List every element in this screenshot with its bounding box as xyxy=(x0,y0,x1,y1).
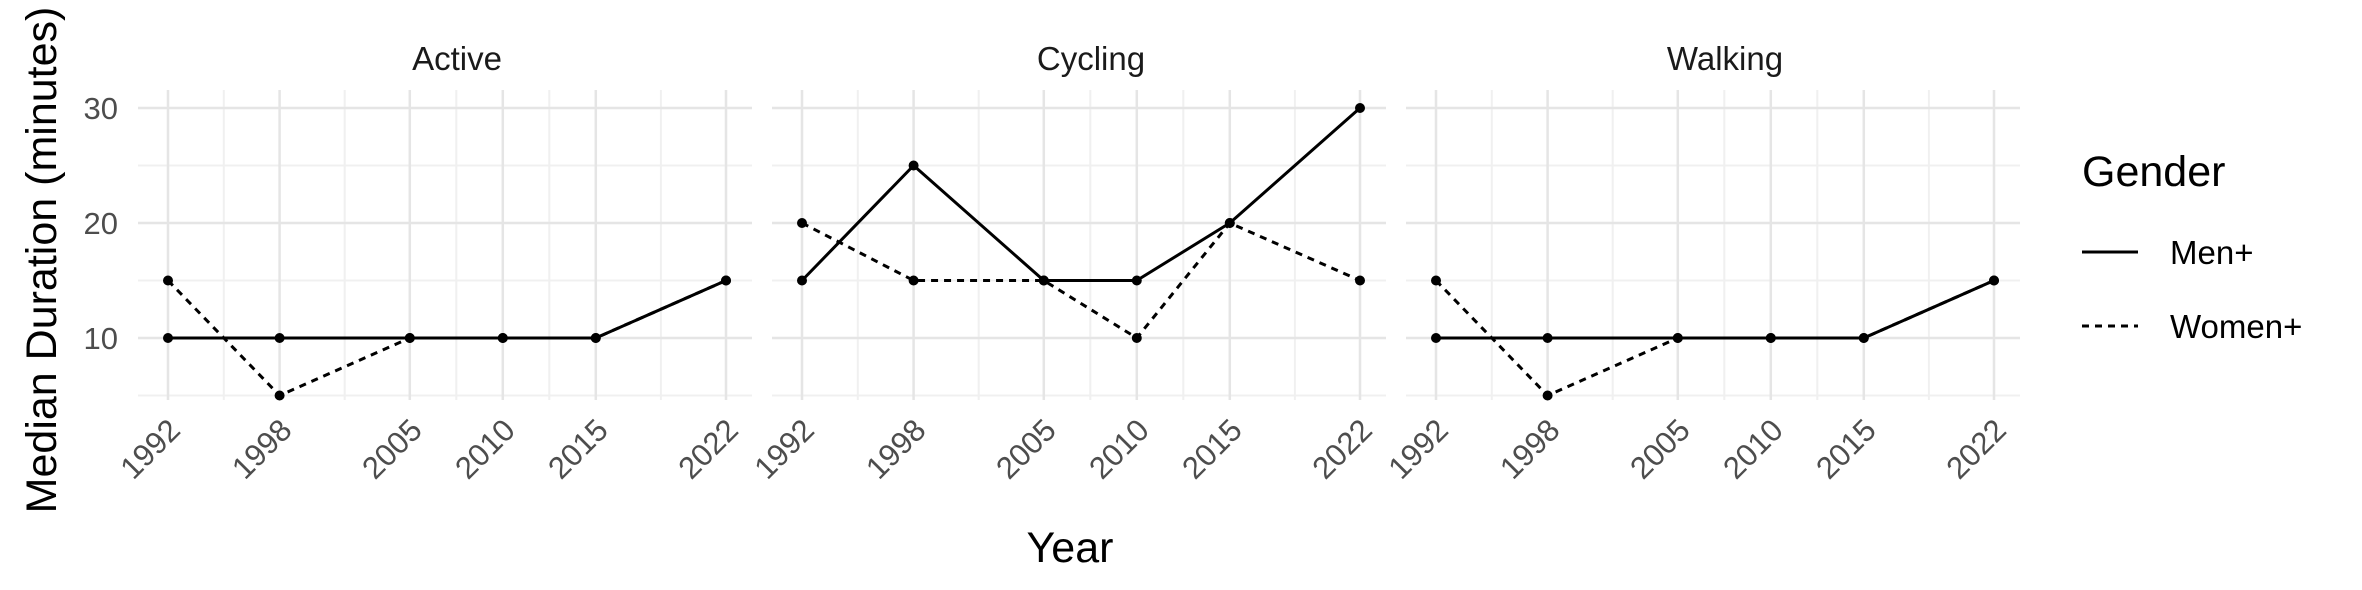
x-tick-label: 1992 xyxy=(747,412,821,486)
x-tick-label: 1998 xyxy=(859,412,933,486)
data-point-women xyxy=(797,218,807,228)
x-tick-label: 2010 xyxy=(448,412,522,486)
data-point-men xyxy=(163,333,173,343)
x-tick-label: 2015 xyxy=(541,412,615,486)
x-tick-label: 2005 xyxy=(1623,412,1697,486)
data-point-women xyxy=(908,275,919,286)
x-tick-label: 2022 xyxy=(671,412,745,486)
data-point-women xyxy=(1431,275,1441,286)
data-point-women xyxy=(1131,333,1142,343)
x-tick-label: 1998 xyxy=(225,412,299,486)
x-tick-label: 1998 xyxy=(1493,412,1567,486)
data-point-men xyxy=(1355,103,1365,113)
data-point-men xyxy=(797,275,807,286)
data-point-men xyxy=(1858,333,1869,343)
data-point-men xyxy=(1672,333,1683,343)
legend-title: Gender xyxy=(2082,148,2225,196)
x-tick-label: 2015 xyxy=(1175,412,1249,486)
panel-walking: Walking 1992 1998 2005 2010 2015 2022 xyxy=(1381,40,2020,486)
y-tick-label: 10 xyxy=(84,321,118,356)
panel-title: Active xyxy=(412,40,502,77)
data-point-men xyxy=(1038,275,1049,286)
data-point-women xyxy=(163,275,173,286)
data-point-men xyxy=(590,333,601,343)
data-point-men xyxy=(1765,333,1776,343)
panel-active: Active 10 20 30 1992 1998 2005 2010 2015 2022 xyxy=(84,40,752,486)
data-point-men xyxy=(1431,333,1441,343)
x-tick-label: 2015 xyxy=(1809,412,1883,486)
x-tick-label: 2010 xyxy=(1082,412,1156,486)
series-line-men xyxy=(800,106,1361,282)
y-tick-label: 20 xyxy=(84,206,118,241)
data-point-men xyxy=(1989,275,1999,286)
panel-title: Walking xyxy=(1667,40,1783,77)
data-point-men xyxy=(721,275,731,286)
x-tick-label: 1992 xyxy=(1381,412,1455,486)
series-line-men xyxy=(168,279,727,340)
y-tick-label: 30 xyxy=(84,91,118,126)
series-line-men xyxy=(1436,279,1995,340)
x-tick-label: 2022 xyxy=(1939,412,2013,486)
panel-title: Cycling xyxy=(1037,40,1145,77)
x-tick-label: 2022 xyxy=(1305,412,1379,486)
data-point-men xyxy=(1131,275,1142,286)
data-point-men xyxy=(1542,333,1553,343)
panel-cycling: Cycling 1992 1998 2005 2010 2015 2022 xyxy=(747,40,1386,486)
x-axis-title: Year xyxy=(1027,524,1114,572)
data-point-women xyxy=(1355,275,1365,286)
legend-label: Women+ xyxy=(2170,308,2302,345)
legend: Gender Men+ Women+ xyxy=(2082,148,2302,345)
data-point-men xyxy=(908,160,919,171)
data-point-men xyxy=(1224,218,1235,228)
x-tick-label: 2005 xyxy=(355,412,429,486)
legend-entries: Men+ Women+ xyxy=(2082,234,2302,345)
y-axis-title: Median Duration (minutes) xyxy=(18,7,66,514)
series-line-women xyxy=(801,221,1361,340)
data-point-men xyxy=(497,333,508,343)
data-point-women xyxy=(1542,390,1553,401)
legend-label: Men+ xyxy=(2170,234,2253,271)
x-tick-label: 1992 xyxy=(113,412,187,486)
x-tick-label: 2005 xyxy=(989,412,1063,486)
data-point-men xyxy=(274,333,285,343)
x-tick-label: 2010 xyxy=(1716,412,1790,486)
data-point-men xyxy=(404,333,415,343)
data-point-women xyxy=(274,390,285,401)
